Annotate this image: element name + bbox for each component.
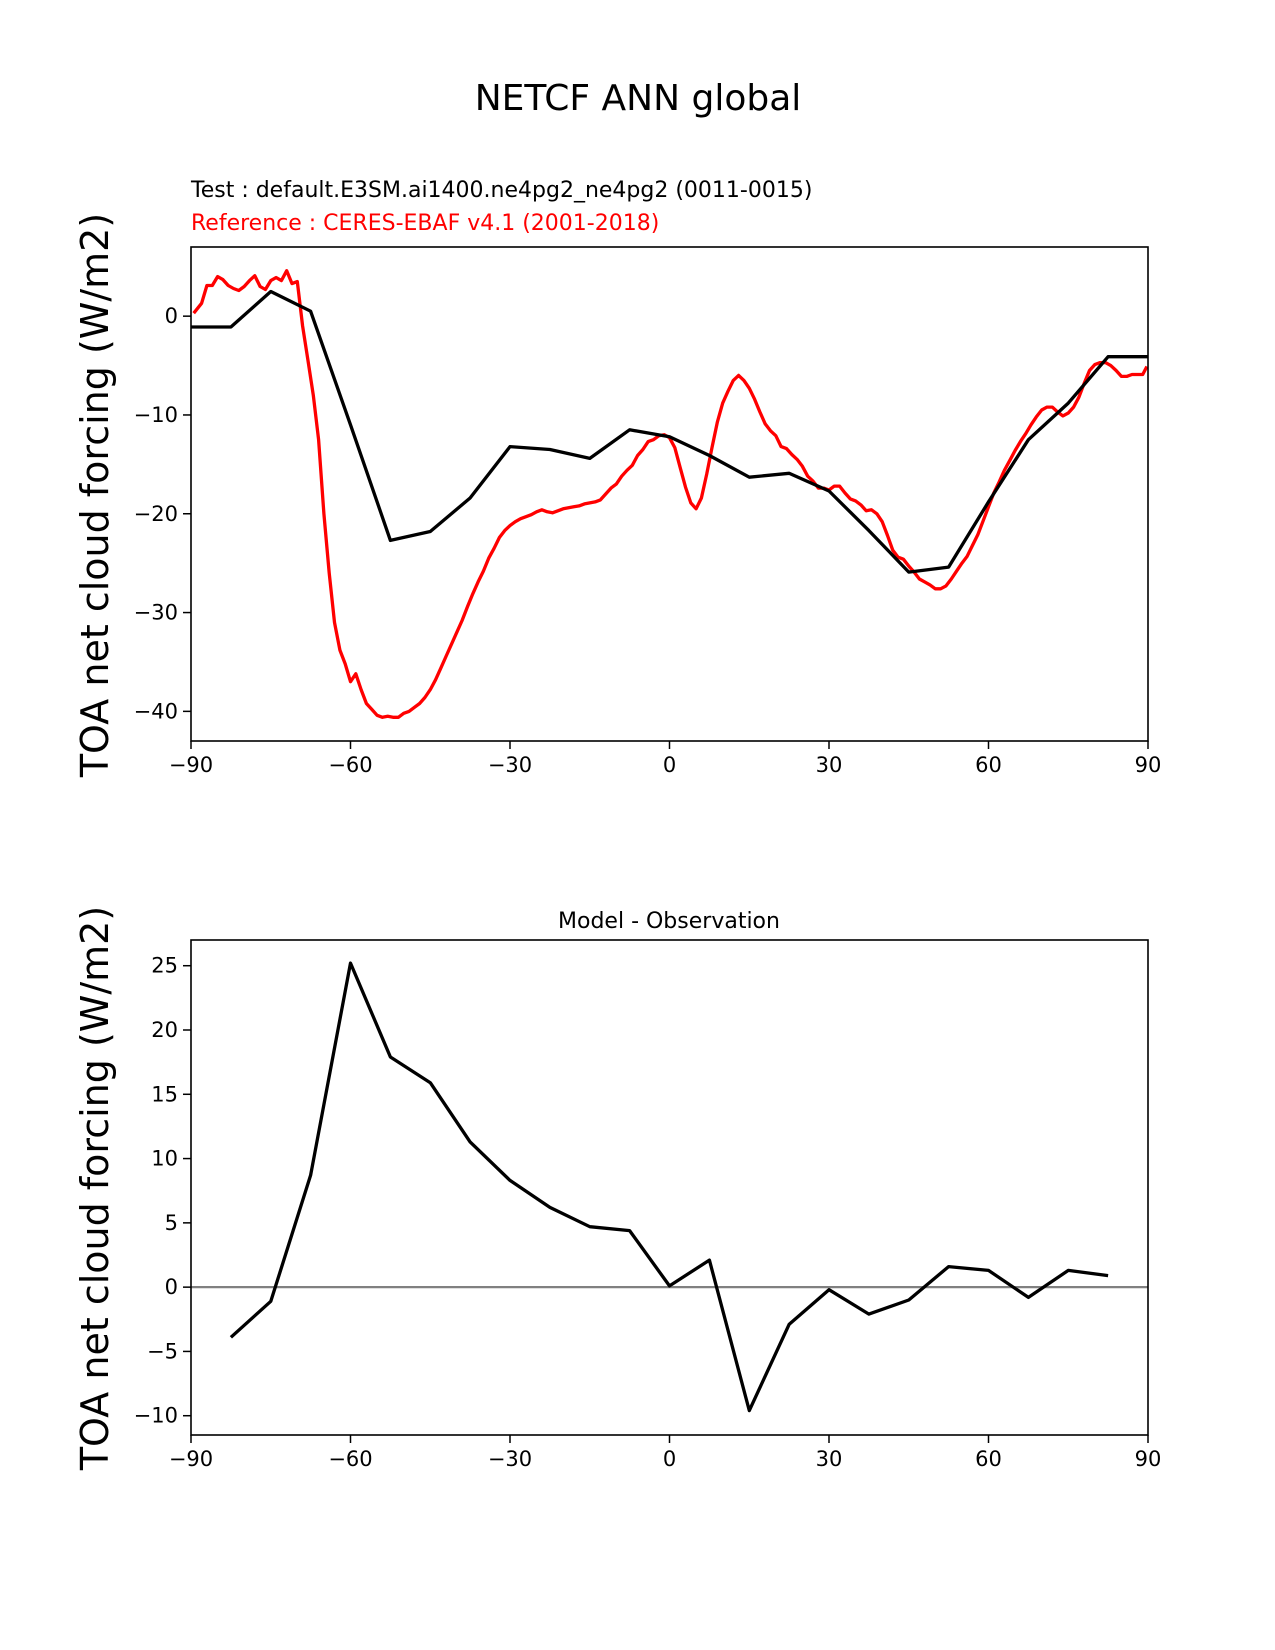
bottom-y-tick-label: 25 — [151, 954, 178, 978]
top-x-tick-label: 0 — [663, 753, 676, 777]
bottom-x-tick-label: −30 — [488, 1447, 532, 1471]
bottom-y-ticks: −10 −5 0 5 10 15 20 25 — [134, 954, 191, 1428]
top-x-tick-label: 90 — [1135, 753, 1162, 777]
bottom-x-tick-label: −90 — [169, 1447, 213, 1471]
top-y-ticks: −40 −30 −20 −10 0 — [134, 304, 191, 723]
top-x-tick-label: 30 — [816, 753, 843, 777]
bottom-y-tick-label: 5 — [165, 1211, 178, 1235]
top-y-tick-label: −40 — [134, 699, 178, 723]
bottom-y-tick-label: 15 — [151, 1082, 178, 1106]
bottom-x-tick-label: 60 — [975, 1447, 1002, 1471]
bottom-y-tick-label: −5 — [147, 1339, 178, 1363]
top-y-tick-label: −20 — [134, 502, 178, 526]
top-test-line — [191, 289, 1148, 574]
diff-title: Model - Observation — [558, 909, 780, 934]
top-plot-area — [191, 269, 1149, 719]
bottom-y-tick-label: 0 — [165, 1275, 178, 1299]
bottom-model-observation-line — [229, 961, 1109, 1413]
test-label: Test : default.E3SM.ai1400.ne4pg2_ne4pg2… — [190, 178, 812, 203]
bottom-y-axis-label: TOA net cloud forcing (W/m2) — [73, 906, 117, 1471]
bottom-y-tick-label: 10 — [151, 1147, 178, 1171]
bottom-axes-frame — [190, 939, 1149, 1436]
top-y-tick-label: −10 — [134, 403, 178, 427]
bottom-y-tick-label: 20 — [151, 1018, 178, 1042]
figure-title: NETCF ANN global — [475, 78, 802, 119]
bottom-x-ticks: −90 −60 −30 0 30 60 90 — [169, 1435, 1162, 1471]
top-axes-frame — [190, 246, 1149, 742]
top-x-tick-label: 60 — [975, 753, 1002, 777]
top-panel: Test : default.E3SM.ai1400.ne4pg2_ne4pg2… — [73, 178, 1161, 778]
top-x-ticks: −90 −60 −30 0 30 60 90 — [169, 741, 1162, 777]
top-reference-line — [192, 269, 1149, 719]
bottom-plot-area — [191, 961, 1148, 1413]
top-y-axis-label: TOA net cloud forcing (W/m2) — [73, 213, 117, 778]
top-x-tick-label: −30 — [488, 753, 532, 777]
reference-label: Reference : CERES-EBAF v4.1 (2001-2018) — [191, 211, 659, 236]
top-y-tick-label: −30 — [134, 601, 178, 625]
top-x-tick-label: −60 — [328, 753, 372, 777]
bottom-x-tick-label: −60 — [328, 1447, 372, 1471]
top-y-tick-label: 0 — [165, 304, 178, 328]
bottom-panel: Model - Observation TOA net cloud forcin… — [73, 906, 1161, 1471]
bottom-x-tick-label: 0 — [663, 1447, 676, 1471]
bottom-y-tick-label: −10 — [134, 1404, 178, 1428]
bottom-x-tick-label: 30 — [816, 1447, 843, 1471]
top-x-tick-label: −90 — [169, 753, 213, 777]
bottom-x-tick-label: 90 — [1135, 1447, 1162, 1471]
